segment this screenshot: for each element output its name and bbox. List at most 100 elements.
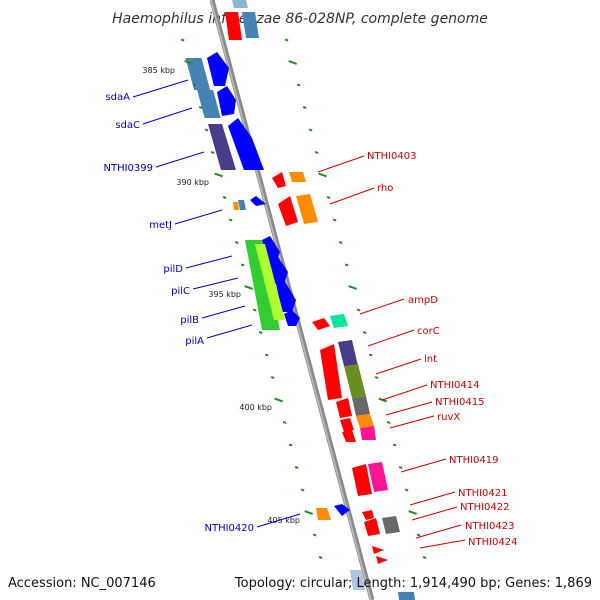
tick-mark	[192, 83, 197, 87]
gene-NTHI0422-arrow[interactable]	[364, 518, 380, 536]
tick-mark	[344, 263, 349, 267]
gene-NTHI0415-arrow[interactable]	[340, 418, 354, 432]
gene-NTHI0415-box[interactable]	[356, 414, 374, 428]
leader-ampD	[359, 298, 405, 315]
gene-NTHI0419-arrow[interactable]	[352, 464, 372, 496]
label-ruvX[interactable]: ruvX	[437, 412, 460, 423]
gene-sdaA-a[interactable]	[185, 58, 211, 90]
label-NTHI0421[interactable]: NTHI0421	[458, 488, 508, 499]
gene-ampD-box[interactable]	[330, 314, 348, 328]
tick-mark	[240, 263, 245, 267]
tick-mark	[282, 421, 287, 424]
tick-mark	[244, 285, 253, 290]
kbp-label-385: 385 kbp	[142, 66, 175, 75]
gene-rho-arrow[interactable]	[278, 196, 298, 226]
gene-pilC-box[interactable]	[255, 244, 285, 320]
tick-mark	[198, 106, 203, 109]
label-NTHI0403[interactable]: NTHI0403	[367, 151, 417, 162]
leader-ruvX	[389, 415, 435, 429]
label-pilD[interactable]: pilD	[163, 264, 183, 275]
tick-mark	[184, 60, 193, 65]
label-NTHI0424[interactable]: NTHI0424	[468, 537, 518, 548]
tick-mark	[338, 241, 343, 244]
label-NTHI0423[interactable]: NTHI0423	[465, 521, 515, 532]
gene-corC-box[interactable]	[338, 340, 358, 366]
label-NTHI0399[interactable]: NTHI0399	[103, 163, 153, 174]
tick-mark	[264, 353, 269, 357]
gene-NTHI0422-box[interactable]	[382, 516, 400, 534]
label-NTHI0419[interactable]: NTHI0419	[449, 455, 499, 466]
gene-sdaA-arrow[interactable]	[207, 52, 229, 86]
tick-mark	[204, 128, 209, 132]
tick-mark	[180, 38, 185, 42]
gene-NTHI0419-box[interactable]	[368, 462, 388, 492]
tick-mark	[404, 488, 409, 492]
tick-mark	[222, 196, 227, 199]
gene-lnt-box[interactable]	[344, 364, 366, 398]
label-pilA[interactable]: pilA	[185, 336, 204, 347]
tick-mark	[312, 533, 317, 537]
label-NTHI0422[interactable]: NTHI0422	[460, 502, 510, 513]
gene-NTHI0423-arrow[interactable]	[372, 546, 384, 554]
tick-mark	[398, 466, 403, 469]
gene-NTHI0420-a[interactable]	[316, 508, 331, 520]
leader-sdaA	[132, 79, 189, 98]
leader-pilC	[192, 277, 239, 290]
gene-NTHI0424-arrow[interactable]	[376, 556, 388, 564]
gene-NTHI0399-arrow[interactable]	[228, 118, 264, 170]
label-lnt[interactable]: lnt	[424, 354, 437, 365]
tick-mark	[228, 218, 233, 222]
edge-features	[225, 0, 415, 600]
leader-NTHI0424	[419, 539, 466, 549]
gene-rho-box[interactable]	[296, 194, 318, 224]
gene-sdaA-b[interactable]	[197, 90, 221, 118]
tick-mark	[386, 421, 391, 424]
label-sdaC[interactable]: sdaC	[115, 120, 140, 131]
gene-NTHI0420-arrow[interactable]	[334, 504, 350, 516]
tick-mark	[252, 308, 257, 312]
tick-mark	[288, 60, 297, 65]
gene-corC-arrow[interactable]	[320, 344, 342, 400]
gene-ruvX-arrow[interactable]	[342, 430, 356, 442]
gene-NTHI0414-box[interactable]	[352, 396, 370, 416]
label-rho[interactable]: rho	[377, 183, 393, 194]
label-NTHI0420[interactable]: NTHI0420	[204, 523, 254, 534]
tick-mark	[318, 172, 327, 178]
label-metJ[interactable]: metJ	[149, 220, 172, 231]
gene-ruvX-box[interactable]	[360, 426, 376, 440]
tick-mark	[296, 83, 301, 87]
label-sdaA[interactable]: sdaA	[105, 92, 130, 103]
label-pilC[interactable]: pilC	[171, 286, 190, 297]
tick-mark	[332, 218, 337, 222]
gene-ampD-arrow[interactable]	[312, 318, 330, 330]
leader-pilA	[206, 324, 253, 339]
gene-NTHI0414-arrow[interactable]	[336, 398, 352, 418]
gene-metJ-arrow[interactable]	[250, 196, 266, 206]
reverse-strand-genes	[272, 172, 400, 564]
tick-mark	[270, 376, 275, 379]
tick-mark	[318, 556, 323, 559]
map-title: Haemophilus influenzae 86-028NP, complet…	[112, 11, 488, 27]
gene-NTHI0403-arrow[interactable]	[272, 172, 286, 188]
gene-NTHI0421-arrow[interactable]	[362, 510, 374, 520]
gene-sdaC-arrow[interactable]	[217, 86, 236, 116]
label-corC[interactable]: corC	[417, 326, 440, 337]
kbp-label-405: 405 kbp	[267, 516, 300, 525]
label-NTHI0415[interactable]: NTHI0415	[435, 397, 485, 408]
leader-lnt	[375, 358, 422, 375]
gene-pilA-arrow[interactable]	[284, 310, 300, 326]
gene-metJ-b[interactable]	[238, 200, 246, 210]
label-pilB[interactable]: pilB	[180, 315, 199, 326]
kbp-label-400: 400 kbp	[239, 403, 272, 412]
tick-mark	[288, 443, 293, 447]
tick-mark	[326, 196, 331, 199]
label-NTHI0414[interactable]: NTHI0414	[430, 380, 480, 391]
gene-pilB-arrow[interactable]	[276, 280, 296, 312]
gene-NTHI0403-box[interactable]	[289, 172, 306, 182]
gene-NTHI0399-box[interactable]	[208, 124, 236, 170]
leader-pilD	[185, 255, 233, 269]
gene-metJ-a[interactable]	[233, 202, 239, 210]
label-ampD[interactable]: ampD	[408, 295, 438, 306]
tick-mark	[416, 533, 421, 537]
